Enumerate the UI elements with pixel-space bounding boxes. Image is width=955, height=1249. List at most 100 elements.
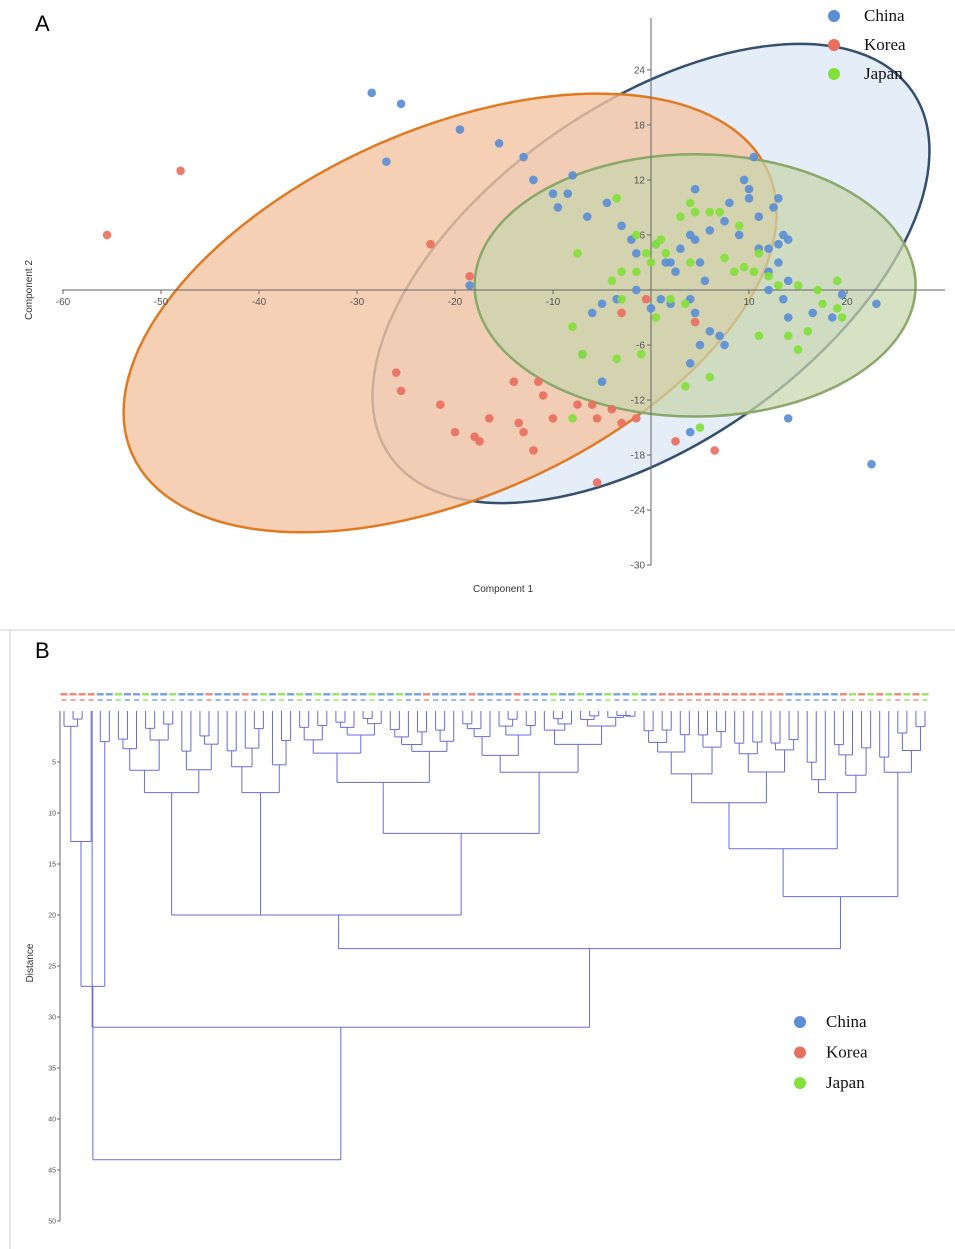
- point-japan: [832, 304, 842, 313]
- point-japan: [783, 331, 793, 341]
- point-china: [568, 171, 577, 180]
- point-japan: [681, 299, 690, 309]
- point-korea: [514, 418, 523, 428]
- x-tick-label: -60: [56, 297, 71, 308]
- point-japan: [832, 276, 842, 286]
- leaf-label: [740, 693, 748, 696]
- leaf-label: [88, 699, 94, 701]
- point-japan: [617, 267, 626, 276]
- pca-scatter-plot: -60 -50 -40 -30 -20 -10 10 20 24 18 12 6 -6 -12 -18 -24…: [56, 18, 945, 572]
- point-japan: [793, 281, 803, 290]
- point-korea: [587, 400, 597, 409]
- scatter-x-axis-title: Component 1: [473, 584, 533, 595]
- leaf-label: [115, 699, 121, 701]
- point-china: [744, 194, 754, 203]
- leaf-label: [649, 693, 657, 696]
- point-japan: [617, 294, 626, 304]
- leaf-label: [105, 693, 113, 696]
- point-china: [548, 189, 558, 199]
- dendrogram-y-axis-title: Distance: [25, 943, 36, 982]
- leaf-label: [369, 699, 375, 701]
- leaf-label: [79, 699, 85, 701]
- point-china: [690, 308, 700, 318]
- point-japan: [685, 258, 695, 267]
- leaf-label: [650, 699, 656, 701]
- y-tick-label: -6: [636, 341, 645, 352]
- leaf-label: [686, 699, 692, 701]
- point-china: [563, 189, 572, 199]
- leaf-label: [214, 693, 222, 696]
- leaf-label: [61, 699, 67, 701]
- leaf-label: [867, 693, 875, 696]
- leaf-label: [197, 699, 203, 701]
- leaf-label: [460, 699, 466, 701]
- leaf-label: [758, 693, 766, 696]
- point-korea: [617, 418, 626, 428]
- leaf-label: [123, 693, 131, 696]
- point-korea: [465, 271, 475, 281]
- leaf-label: [441, 693, 449, 696]
- leaf-label: [695, 699, 701, 701]
- leaf-label: [513, 693, 521, 696]
- leaf-label: [912, 693, 920, 696]
- leaf-label: [541, 699, 547, 701]
- leaf-label: [632, 699, 638, 701]
- point-china: [739, 175, 749, 185]
- leaf-label: [278, 693, 286, 696]
- x-tick-label: -10: [546, 297, 561, 308]
- point-japan: [690, 207, 700, 217]
- leaf-label: [323, 693, 331, 696]
- point-japan: [720, 253, 729, 263]
- leaf-label: [442, 699, 448, 701]
- point-china: [769, 203, 778, 212]
- leaf-label: [305, 693, 313, 696]
- leaf-label: [568, 693, 576, 696]
- leaf-label: [759, 699, 765, 701]
- point-korea: [617, 308, 626, 318]
- point-korea: [436, 400, 445, 409]
- point-japan: [578, 349, 587, 359]
- point-japan: [612, 194, 621, 203]
- leaf-label: [233, 699, 239, 701]
- dendro-y-tick-label: 5: [52, 760, 56, 767]
- point-korea: [573, 400, 582, 409]
- point-korea: [509, 377, 519, 387]
- leaf-label: [812, 693, 820, 696]
- point-korea: [607, 404, 617, 414]
- leaf-label: [251, 699, 257, 701]
- dendro-y-tick-label: 45: [48, 1168, 56, 1175]
- dendrogram: 5 10 15 20 25 30 35 40 45 50: [48, 693, 929, 1226]
- leaf-label: [386, 693, 394, 696]
- leaf-label: [350, 693, 358, 696]
- dendro-legend-marker-korea: [794, 1046, 806, 1059]
- leaf-label: [549, 693, 557, 696]
- point-japan: [632, 230, 641, 240]
- dendrogram-axis: 5 10 15 20 25 30 35 40 45 50: [48, 711, 61, 1226]
- dendro-y-tick-label: 20: [48, 913, 56, 920]
- leaf-label: [532, 699, 538, 701]
- leaf-label: [259, 693, 267, 696]
- leaf-label: [522, 693, 530, 696]
- panel-label-b: B: [35, 638, 50, 663]
- point-china: [382, 157, 391, 166]
- point-china: [553, 203, 563, 212]
- leaf-label: [97, 699, 103, 701]
- point-china: [597, 299, 607, 309]
- leaf-label: [731, 693, 739, 696]
- leaf-label: [378, 699, 384, 701]
- leaf-label: [169, 693, 177, 696]
- leaf-label: [314, 693, 322, 696]
- y-tick-label: 12: [634, 175, 646, 186]
- point-korea: [176, 166, 185, 176]
- point-japan: [661, 249, 670, 258]
- point-japan: [813, 285, 822, 295]
- point-japan: [656, 235, 666, 244]
- point-japan: [636, 349, 646, 359]
- leaf-label: [360, 699, 366, 701]
- point-korea: [450, 427, 460, 437]
- leaf-label: [242, 699, 248, 701]
- point-china: [744, 184, 754, 194]
- point-china: [656, 294, 666, 304]
- leaf-label: [143, 699, 149, 701]
